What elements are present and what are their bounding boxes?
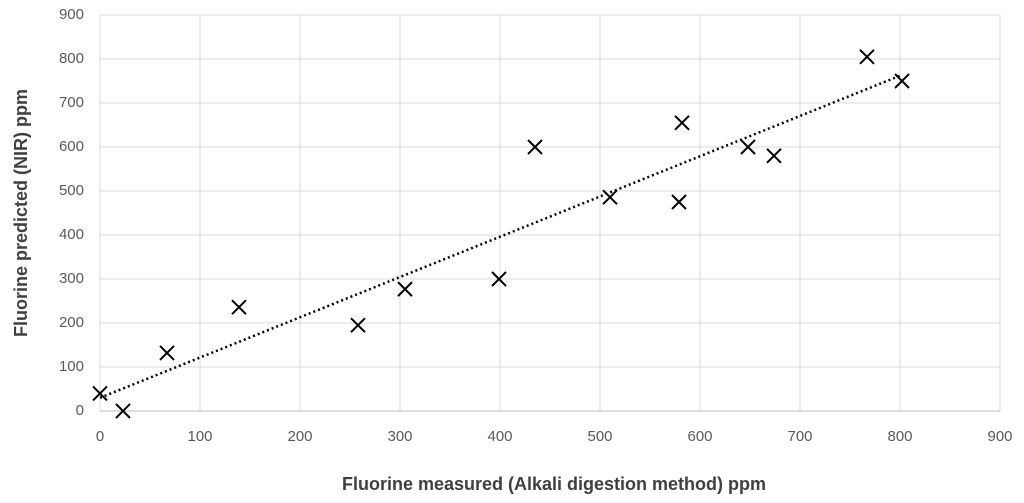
- data-point: [350, 317, 366, 333]
- data-point: [491, 271, 507, 287]
- data-point: [602, 189, 618, 205]
- x-tick-label: 700: [787, 428, 812, 445]
- data-point: [671, 194, 687, 210]
- x-tick-label: 300: [387, 428, 412, 445]
- y-tick-label: 700: [59, 94, 84, 111]
- y-tick-label: 0: [76, 402, 84, 419]
- data-point: [674, 115, 690, 131]
- data-point: [397, 281, 413, 297]
- y-tick-label: 500: [59, 182, 84, 199]
- data-point: [231, 299, 247, 315]
- y-tick-label: 900: [59, 6, 84, 23]
- data-point: [766, 148, 782, 164]
- data-point: [115, 403, 131, 419]
- x-tick-label: 400: [487, 428, 512, 445]
- x-tick-label: 500: [587, 428, 612, 445]
- y-tick-label: 600: [59, 138, 84, 155]
- x-tick-label: 0: [96, 428, 104, 445]
- y-tick-label: 800: [59, 50, 84, 67]
- x-tick-label: 200: [287, 428, 312, 445]
- x-tick-label: 600: [687, 428, 712, 445]
- data-point: [740, 139, 756, 155]
- y-tick-label: 200: [59, 314, 84, 331]
- x-tick-label: 900: [987, 428, 1012, 445]
- x-axis-title: Fluorine measured (Alkali digestion meth…: [342, 474, 766, 494]
- trendline: [99, 74, 901, 399]
- data-point: [527, 139, 543, 155]
- y-axis-title: Fluorine predicted (NIR) ppm: [11, 89, 31, 337]
- y-tick-label: 100: [59, 358, 84, 375]
- x-tick-label: 800: [887, 428, 912, 445]
- data-point: [859, 49, 875, 65]
- data-point: [159, 345, 175, 361]
- y-tick-label: 400: [59, 226, 84, 243]
- data-point: [92, 385, 108, 402]
- y-tick-label: 300: [59, 270, 84, 287]
- data-point: [894, 73, 910, 89]
- x-tick-label: 100: [187, 428, 212, 445]
